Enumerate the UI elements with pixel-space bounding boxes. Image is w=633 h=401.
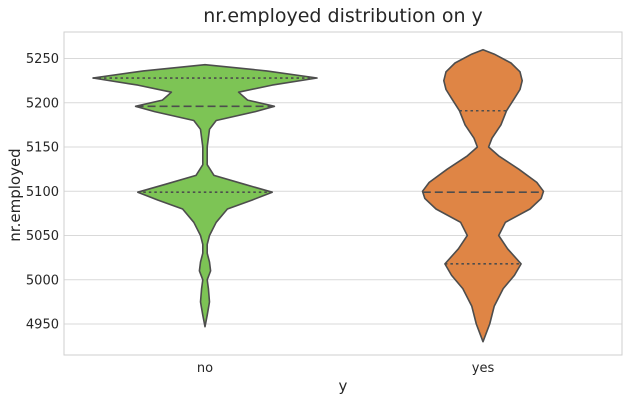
x-tick-label-no: no <box>197 361 213 376</box>
y-tick-label: 5150 <box>26 141 59 156</box>
x-axis-label: y <box>339 377 348 395</box>
violin-yes <box>421 48 545 343</box>
violin-no <box>92 63 318 328</box>
y-tick-label: 5200 <box>26 96 59 111</box>
y-tick-label: 5050 <box>26 229 59 244</box>
y-axis-label: nr.employed <box>6 148 24 241</box>
plot-frame <box>63 31 623 356</box>
y-tick-label: 5000 <box>26 273 59 288</box>
y-tick-label: 4950 <box>26 318 59 333</box>
y-tick-label: 5250 <box>26 52 59 67</box>
x-tick-label-yes: yes <box>472 361 495 376</box>
tick-labels: 4950 5000 5050 5100 5150 5200 5250 no yes <box>26 52 495 376</box>
chart-title: nr.employed distribution on y <box>203 5 483 27</box>
y-tick-label: 5100 <box>26 185 59 200</box>
violins <box>92 48 545 343</box>
